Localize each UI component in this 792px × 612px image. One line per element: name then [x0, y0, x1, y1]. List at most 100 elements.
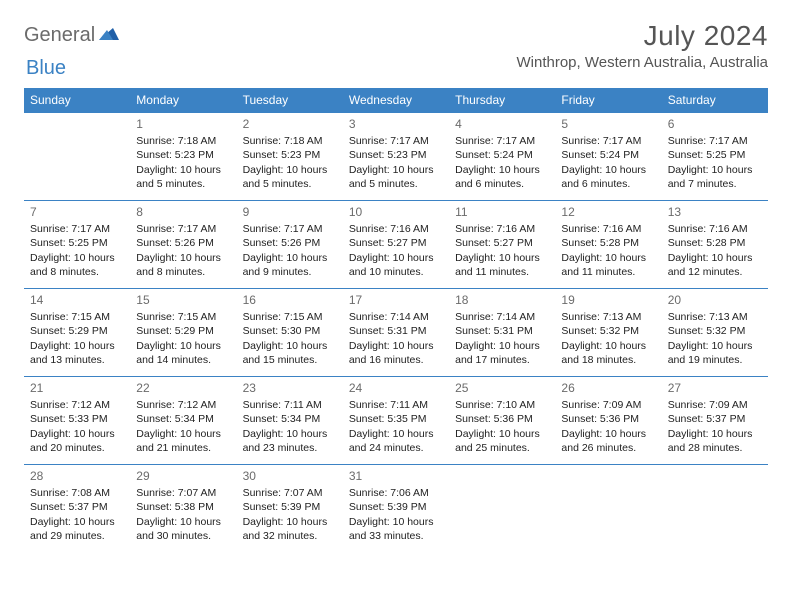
day-sunset: Sunset: 5:24 PM — [561, 148, 655, 162]
calendar-week-row: 28Sunrise: 7:08 AMSunset: 5:37 PMDayligh… — [24, 465, 768, 553]
day-sunrise: Sunrise: 7:14 AM — [455, 310, 549, 324]
day-sunrise: Sunrise: 7:14 AM — [349, 310, 443, 324]
day-sunrise: Sunrise: 7:18 AM — [136, 134, 230, 148]
day-day1: Daylight: 10 hours — [455, 251, 549, 265]
day-sunrise: Sunrise: 7:16 AM — [349, 222, 443, 236]
day-sunrise: Sunrise: 7:07 AM — [136, 486, 230, 500]
day-sunrise: Sunrise: 7:09 AM — [561, 398, 655, 412]
day-day2: and 25 minutes. — [455, 441, 549, 455]
day-day1: Daylight: 10 hours — [136, 515, 230, 529]
calendar-table: Sunday Monday Tuesday Wednesday Thursday… — [24, 88, 768, 553]
dayname-header: Tuesday — [237, 88, 343, 113]
calendar-day-cell — [555, 465, 661, 553]
calendar-day-cell — [662, 465, 768, 553]
day-number: 12 — [561, 204, 655, 220]
day-day1: Daylight: 10 hours — [349, 515, 443, 529]
calendar-day-cell: 13Sunrise: 7:16 AMSunset: 5:28 PMDayligh… — [662, 201, 768, 289]
day-sunset: Sunset: 5:25 PM — [30, 236, 124, 250]
calendar-day-cell: 3Sunrise: 7:17 AMSunset: 5:23 PMDaylight… — [343, 113, 449, 201]
day-number: 27 — [668, 380, 762, 396]
day-sunset: Sunset: 5:33 PM — [30, 412, 124, 426]
day-day1: Daylight: 10 hours — [349, 339, 443, 353]
day-sunrise: Sunrise: 7:15 AM — [30, 310, 124, 324]
day-day1: Daylight: 10 hours — [136, 339, 230, 353]
day-sunset: Sunset: 5:28 PM — [668, 236, 762, 250]
day-day2: and 17 minutes. — [455, 353, 549, 367]
day-sunset: Sunset: 5:32 PM — [668, 324, 762, 338]
day-sunset: Sunset: 5:23 PM — [243, 148, 337, 162]
location-subtitle: Winthrop, Western Australia, Australia — [517, 54, 769, 71]
month-title: July 2024 — [517, 20, 769, 52]
calendar-body: 1Sunrise: 7:18 AMSunset: 5:23 PMDaylight… — [24, 113, 768, 553]
day-day1: Daylight: 10 hours — [349, 427, 443, 441]
day-sunset: Sunset: 5:24 PM — [455, 148, 549, 162]
day-number: 10 — [349, 204, 443, 220]
calendar-day-cell: 5Sunrise: 7:17 AMSunset: 5:24 PMDaylight… — [555, 113, 661, 201]
calendar-day-cell — [24, 113, 130, 201]
calendar-day-cell: 10Sunrise: 7:16 AMSunset: 5:27 PMDayligh… — [343, 201, 449, 289]
day-number: 6 — [668, 116, 762, 132]
dayname-header: Friday — [555, 88, 661, 113]
day-day1: Daylight: 10 hours — [243, 427, 337, 441]
day-sunset: Sunset: 5:31 PM — [349, 324, 443, 338]
calendar-day-cell — [449, 465, 555, 553]
day-number: 4 — [455, 116, 549, 132]
day-day2: and 26 minutes. — [561, 441, 655, 455]
day-day2: and 6 minutes. — [455, 177, 549, 191]
day-day2: and 15 minutes. — [243, 353, 337, 367]
day-number: 15 — [136, 292, 230, 308]
calendar-day-cell: 14Sunrise: 7:15 AMSunset: 5:29 PMDayligh… — [24, 289, 130, 377]
day-number: 29 — [136, 468, 230, 484]
day-day2: and 32 minutes. — [243, 529, 337, 543]
day-day2: and 21 minutes. — [136, 441, 230, 455]
dayname-header: Wednesday — [343, 88, 449, 113]
day-day1: Daylight: 10 hours — [243, 251, 337, 265]
day-number: 7 — [30, 204, 124, 220]
logo: General — [24, 20, 121, 47]
day-number: 5 — [561, 116, 655, 132]
day-number: 30 — [243, 468, 337, 484]
day-sunset: Sunset: 5:23 PM — [349, 148, 443, 162]
day-sunrise: Sunrise: 7:18 AM — [243, 134, 337, 148]
day-sunrise: Sunrise: 7:12 AM — [136, 398, 230, 412]
calendar-week-row: 14Sunrise: 7:15 AMSunset: 5:29 PMDayligh… — [24, 289, 768, 377]
calendar-day-cell: 8Sunrise: 7:17 AMSunset: 5:26 PMDaylight… — [130, 201, 236, 289]
day-day2: and 14 minutes. — [136, 353, 230, 367]
day-sunrise: Sunrise: 7:11 AM — [243, 398, 337, 412]
day-number: 9 — [243, 204, 337, 220]
day-sunset: Sunset: 5:26 PM — [243, 236, 337, 250]
day-day2: and 19 minutes. — [668, 353, 762, 367]
calendar-day-cell: 25Sunrise: 7:10 AMSunset: 5:36 PMDayligh… — [449, 377, 555, 465]
calendar-day-cell: 6Sunrise: 7:17 AMSunset: 5:25 PMDaylight… — [662, 113, 768, 201]
day-day1: Daylight: 10 hours — [243, 163, 337, 177]
day-day2: and 16 minutes. — [349, 353, 443, 367]
calendar-day-cell: 20Sunrise: 7:13 AMSunset: 5:32 PMDayligh… — [662, 289, 768, 377]
day-number: 23 — [243, 380, 337, 396]
day-sunrise: Sunrise: 7:07 AM — [243, 486, 337, 500]
calendar-day-cell: 22Sunrise: 7:12 AMSunset: 5:34 PMDayligh… — [130, 377, 236, 465]
day-sunset: Sunset: 5:37 PM — [30, 500, 124, 514]
day-sunrise: Sunrise: 7:13 AM — [561, 310, 655, 324]
day-day2: and 29 minutes. — [30, 529, 124, 543]
day-day2: and 33 minutes. — [349, 529, 443, 543]
day-sunrise: Sunrise: 7:16 AM — [455, 222, 549, 236]
day-sunrise: Sunrise: 7:17 AM — [136, 222, 230, 236]
day-day2: and 5 minutes. — [349, 177, 443, 191]
calendar-day-cell: 1Sunrise: 7:18 AMSunset: 5:23 PMDaylight… — [130, 113, 236, 201]
calendar-day-cell: 30Sunrise: 7:07 AMSunset: 5:39 PMDayligh… — [237, 465, 343, 553]
calendar-day-cell: 26Sunrise: 7:09 AMSunset: 5:36 PMDayligh… — [555, 377, 661, 465]
day-sunrise: Sunrise: 7:10 AM — [455, 398, 549, 412]
calendar-day-cell: 18Sunrise: 7:14 AMSunset: 5:31 PMDayligh… — [449, 289, 555, 377]
day-sunrise: Sunrise: 7:12 AM — [30, 398, 124, 412]
day-day1: Daylight: 10 hours — [349, 163, 443, 177]
day-sunrise: Sunrise: 7:09 AM — [668, 398, 762, 412]
day-number: 8 — [136, 204, 230, 220]
day-sunset: Sunset: 5:29 PM — [30, 324, 124, 338]
day-sunrise: Sunrise: 7:17 AM — [349, 134, 443, 148]
day-day1: Daylight: 10 hours — [349, 251, 443, 265]
day-sunset: Sunset: 5:27 PM — [455, 236, 549, 250]
day-day2: and 18 minutes. — [561, 353, 655, 367]
day-sunrise: Sunrise: 7:11 AM — [349, 398, 443, 412]
day-sunset: Sunset: 5:32 PM — [561, 324, 655, 338]
calendar-day-cell: 21Sunrise: 7:12 AMSunset: 5:33 PMDayligh… — [24, 377, 130, 465]
